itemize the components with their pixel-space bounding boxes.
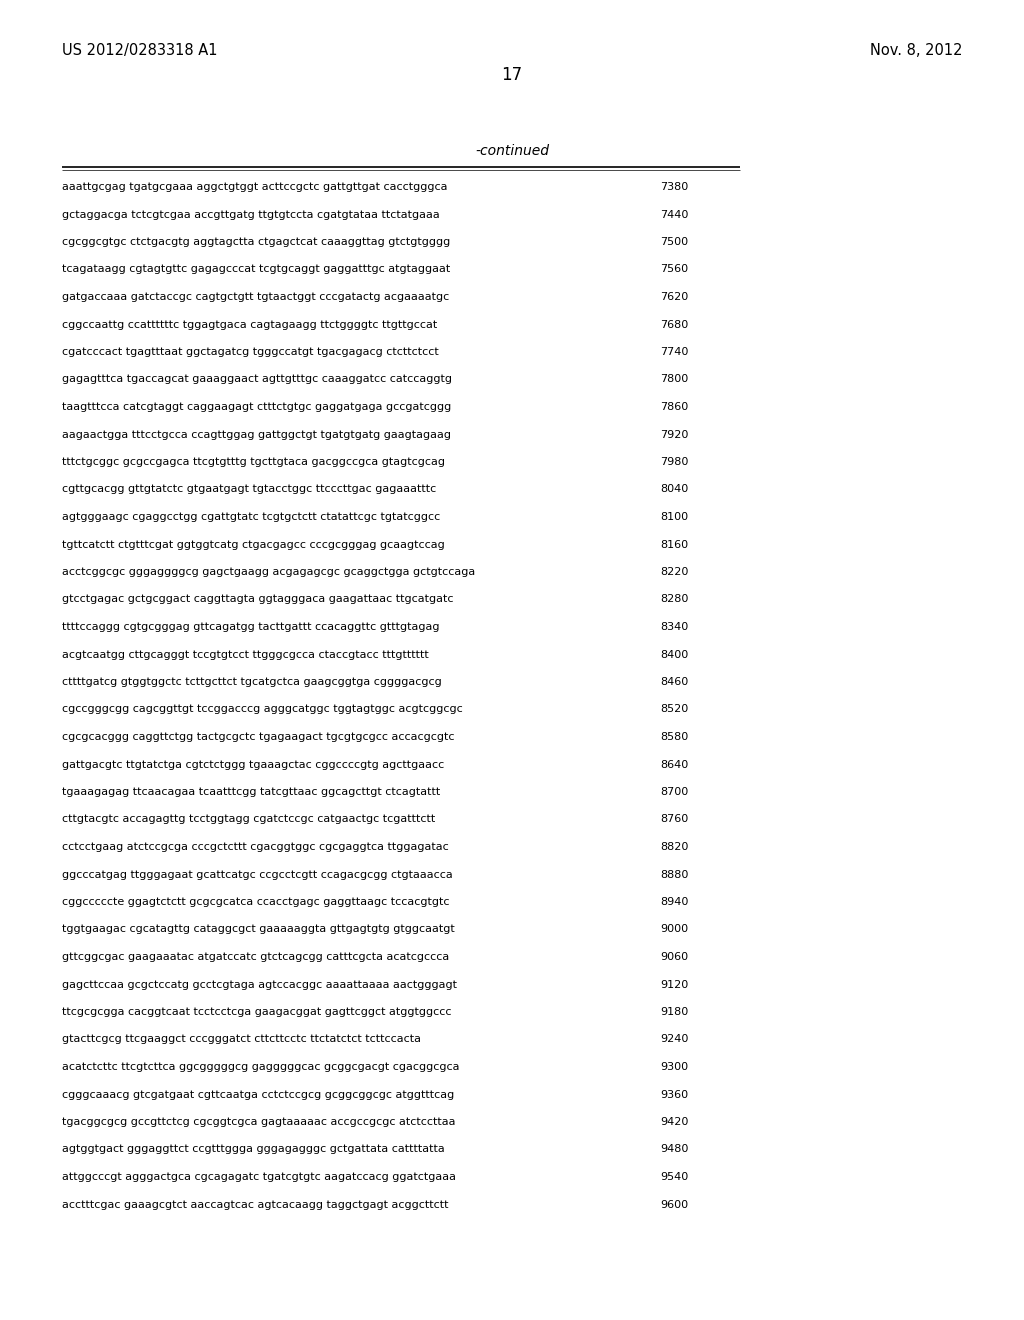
Text: 8280: 8280 — [660, 594, 688, 605]
Text: 7560: 7560 — [660, 264, 688, 275]
Text: 9420: 9420 — [660, 1117, 688, 1127]
Text: gctaggacga tctcgtcgaa accgttgatg ttgtgtccta cgatgtataa ttctatgaaa: gctaggacga tctcgtcgaa accgttgatg ttgtgtc… — [62, 210, 439, 219]
Text: 8640: 8640 — [660, 759, 688, 770]
Text: acgtcaatgg cttgcagggt tccgtgtcct ttgggcgcca ctaccgtacc tttgtttttt: acgtcaatgg cttgcagggt tccgtgtcct ttgggcg… — [62, 649, 429, 660]
Text: acatctcttc ttcgtcttca ggcgggggcg gagggggcac gcggcgacgt cgacggcgca: acatctcttc ttcgtcttca ggcgggggcg gaggggg… — [62, 1063, 460, 1072]
Text: 8460: 8460 — [660, 677, 688, 686]
Text: 7380: 7380 — [660, 182, 688, 191]
Text: 7800: 7800 — [660, 375, 688, 384]
Text: US 2012/0283318 A1: US 2012/0283318 A1 — [62, 44, 217, 58]
Text: tttctgcggc gcgccgagca ttcgtgtttg tgcttgtaca gacggccgca gtagtcgcag: tttctgcggc gcgccgagca ttcgtgtttg tgcttgt… — [62, 457, 445, 467]
Text: gattgacgtc ttgtatctga cgtctctggg tgaaagctac cggccccgtg agcttgaacc: gattgacgtc ttgtatctga cgtctctggg tgaaagc… — [62, 759, 444, 770]
Text: 8220: 8220 — [660, 568, 688, 577]
Text: 9600: 9600 — [660, 1200, 688, 1209]
Text: cggccaattg ccattttttc tggagtgaca cagtagaagg ttctggggtc ttgttgccat: cggccaattg ccattttttc tggagtgaca cagtaga… — [62, 319, 437, 330]
Text: aaattgcgag tgatgcgaaa aggctgtggt acttccgctc gattgttgat cacctgggca: aaattgcgag tgatgcgaaa aggctgtggt acttccg… — [62, 182, 447, 191]
Text: 8820: 8820 — [660, 842, 688, 851]
Text: 8580: 8580 — [660, 733, 688, 742]
Text: 9360: 9360 — [660, 1089, 688, 1100]
Text: tggtgaagac cgcatagttg cataggcgct gaaaaaggta gttgagtgtg gtggcaatgt: tggtgaagac cgcatagttg cataggcgct gaaaaag… — [62, 924, 455, 935]
Text: gatgaccaaa gatctaccgc cagtgctgtt tgtaactggt cccgatactg acgaaaatgc: gatgaccaaa gatctaccgc cagtgctgtt tgtaact… — [62, 292, 450, 302]
Text: 8340: 8340 — [660, 622, 688, 632]
Text: 7620: 7620 — [660, 292, 688, 302]
Text: 8160: 8160 — [660, 540, 688, 549]
Text: 9120: 9120 — [660, 979, 688, 990]
Text: aagaactgga tttcctgcca ccagttggag gattggctgt tgatgtgatg gaagtagaag: aagaactgga tttcctgcca ccagttggag gattggc… — [62, 429, 451, 440]
Text: 7440: 7440 — [660, 210, 688, 219]
Text: gtcctgagac gctgcggact caggttagta ggtagggaca gaagattaac ttgcatgatc: gtcctgagac gctgcggact caggttagta ggtaggg… — [62, 594, 454, 605]
Text: gagagtttca tgaccagcat gaaaggaact agttgtttgc caaaggatcc catccaggtg: gagagtttca tgaccagcat gaaaggaact agttgtt… — [62, 375, 452, 384]
Text: 8880: 8880 — [660, 870, 688, 879]
Text: 9060: 9060 — [660, 952, 688, 962]
Text: 7920: 7920 — [660, 429, 688, 440]
Text: ggcccatgag ttgggagaat gcattcatgc ccgcctcgtt ccagacgcgg ctgtaaacca: ggcccatgag ttgggagaat gcattcatgc ccgcctc… — [62, 870, 453, 879]
Text: cgcggcgtgc ctctgacgtg aggtagctta ctgagctcat caaaggttag gtctgtgggg: cgcggcgtgc ctctgacgtg aggtagctta ctgagct… — [62, 238, 451, 247]
Text: 8700: 8700 — [660, 787, 688, 797]
Text: cggcccccte ggagtctctt gcgcgcatca ccacctgagc gaggttaagc tccacgtgtc: cggcccccte ggagtctctt gcgcgcatca ccacctg… — [62, 898, 450, 907]
Text: agtggtgact gggaggttct ccgtttggga gggagagggc gctgattata cattttatta: agtggtgact gggaggttct ccgtttggga gggagag… — [62, 1144, 444, 1155]
Text: 8100: 8100 — [660, 512, 688, 521]
Text: 9540: 9540 — [660, 1172, 688, 1181]
Text: 7740: 7740 — [660, 347, 688, 356]
Text: cttttgatcg gtggtggctc tcttgcttct tgcatgctca gaagcggtga cggggacgcg: cttttgatcg gtggtggctc tcttgcttct tgcatgc… — [62, 677, 441, 686]
Text: 17: 17 — [502, 66, 522, 84]
Text: Nov. 8, 2012: Nov. 8, 2012 — [869, 44, 962, 58]
Text: 8760: 8760 — [660, 814, 688, 825]
Text: 8520: 8520 — [660, 705, 688, 714]
Text: 9000: 9000 — [660, 924, 688, 935]
Text: cgttgcacgg gttgtatctc gtgaatgagt tgtacctggc ttcccttgac gagaaatttc: cgttgcacgg gttgtatctc gtgaatgagt tgtacct… — [62, 484, 436, 495]
Text: 8400: 8400 — [660, 649, 688, 660]
Text: 8940: 8940 — [660, 898, 688, 907]
Text: agtgggaagc cgaggcctgg cgattgtatc tcgtgctctt ctatattcgc tgtatcggcc: agtgggaagc cgaggcctgg cgattgtatc tcgtgct… — [62, 512, 440, 521]
Text: 7680: 7680 — [660, 319, 688, 330]
Text: 7980: 7980 — [660, 457, 688, 467]
Text: tgacggcgcg gccgttctcg cgcggtcgca gagtaaaaac accgccgcgc atctccttaa: tgacggcgcg gccgttctcg cgcggtcgca gagtaaa… — [62, 1117, 456, 1127]
Text: 9300: 9300 — [660, 1063, 688, 1072]
Text: cgggcaaacg gtcgatgaat cgttcaatga cctctccgcg gcggcggcgc atggtttcag: cgggcaaacg gtcgatgaat cgttcaatga cctctcc… — [62, 1089, 455, 1100]
Text: acctttcgac gaaagcgtct aaccagtcac agtcacaagg taggctgagt acggcttctt: acctttcgac gaaagcgtct aaccagtcac agtcaca… — [62, 1200, 449, 1209]
Text: gagcttccaa gcgctccatg gcctcgtaga agtccacggc aaaattaaaa aactgggagt: gagcttccaa gcgctccatg gcctcgtaga agtccac… — [62, 979, 457, 990]
Text: 7860: 7860 — [660, 403, 688, 412]
Text: cgatcccact tgagtttaat ggctagatcg tgggccatgt tgacgagacg ctcttctcct: cgatcccact tgagtttaat ggctagatcg tgggcca… — [62, 347, 438, 356]
Text: taagtttcca catcgtaggt caggaagagt ctttctgtgc gaggatgaga gccgatcggg: taagtttcca catcgtaggt caggaagagt ctttctg… — [62, 403, 452, 412]
Text: 8040: 8040 — [660, 484, 688, 495]
Text: cctcctgaag atctccgcga cccgctcttt cgacggtggc cgcgaggtca ttggagatac: cctcctgaag atctccgcga cccgctcttt cgacggt… — [62, 842, 449, 851]
Text: cgcgcacggg caggttctgg tactgcgctc tgagaagact tgcgtgcgcc accacgcgtc: cgcgcacggg caggttctgg tactgcgctc tgagaag… — [62, 733, 455, 742]
Text: gttcggcgac gaagaaatac atgatccatc gtctcagcgg catttcgcta acatcgccca: gttcggcgac gaagaaatac atgatccatc gtctcag… — [62, 952, 450, 962]
Text: cgccgggcgg cagcggttgt tccggacccg agggcatggc tggtagtggc acgtcggcgc: cgccgggcgg cagcggttgt tccggacccg agggcat… — [62, 705, 463, 714]
Text: 7500: 7500 — [660, 238, 688, 247]
Text: ttcgcgcgga cacggtcaat tcctcctcga gaagacggat gagttcggct atggtggccc: ttcgcgcgga cacggtcaat tcctcctcga gaagacg… — [62, 1007, 452, 1016]
Text: attggcccgt agggactgca cgcagagatc tgatcgtgtc aagatccacg ggatctgaaa: attggcccgt agggactgca cgcagagatc tgatcgt… — [62, 1172, 456, 1181]
Text: acctcggcgc gggaggggcg gagctgaagg acgagagcgc gcaggctgga gctgtccaga: acctcggcgc gggaggggcg gagctgaagg acgagag… — [62, 568, 475, 577]
Text: tgttcatctt ctgtttcgat ggtggtcatg ctgacgagcc cccgcgggag gcaagtccag: tgttcatctt ctgtttcgat ggtggtcatg ctgacga… — [62, 540, 444, 549]
Text: cttgtacgtc accagagttg tcctggtagg cgatctccgc catgaactgc tcgatttctt: cttgtacgtc accagagttg tcctggtagg cgatctc… — [62, 814, 435, 825]
Text: 9480: 9480 — [660, 1144, 688, 1155]
Text: 9240: 9240 — [660, 1035, 688, 1044]
Text: 9180: 9180 — [660, 1007, 688, 1016]
Text: -continued: -continued — [475, 144, 549, 158]
Text: tcagataagg cgtagtgttc gagagcccat tcgtgcaggt gaggatttgc atgtaggaat: tcagataagg cgtagtgttc gagagcccat tcgtgca… — [62, 264, 451, 275]
Text: gtacttcgcg ttcgaaggct cccgggatct cttcttcctc ttctatctct tcttccacta: gtacttcgcg ttcgaaggct cccgggatct cttcttc… — [62, 1035, 421, 1044]
Text: ttttccaggg cgtgcgggag gttcagatgg tacttgattt ccacaggttc gtttgtagag: ttttccaggg cgtgcgggag gttcagatgg tacttga… — [62, 622, 439, 632]
Text: tgaaagagag ttcaacagaa tcaatttcgg tatcgttaac ggcagcttgt ctcagtattt: tgaaagagag ttcaacagaa tcaatttcgg tatcgtt… — [62, 787, 440, 797]
